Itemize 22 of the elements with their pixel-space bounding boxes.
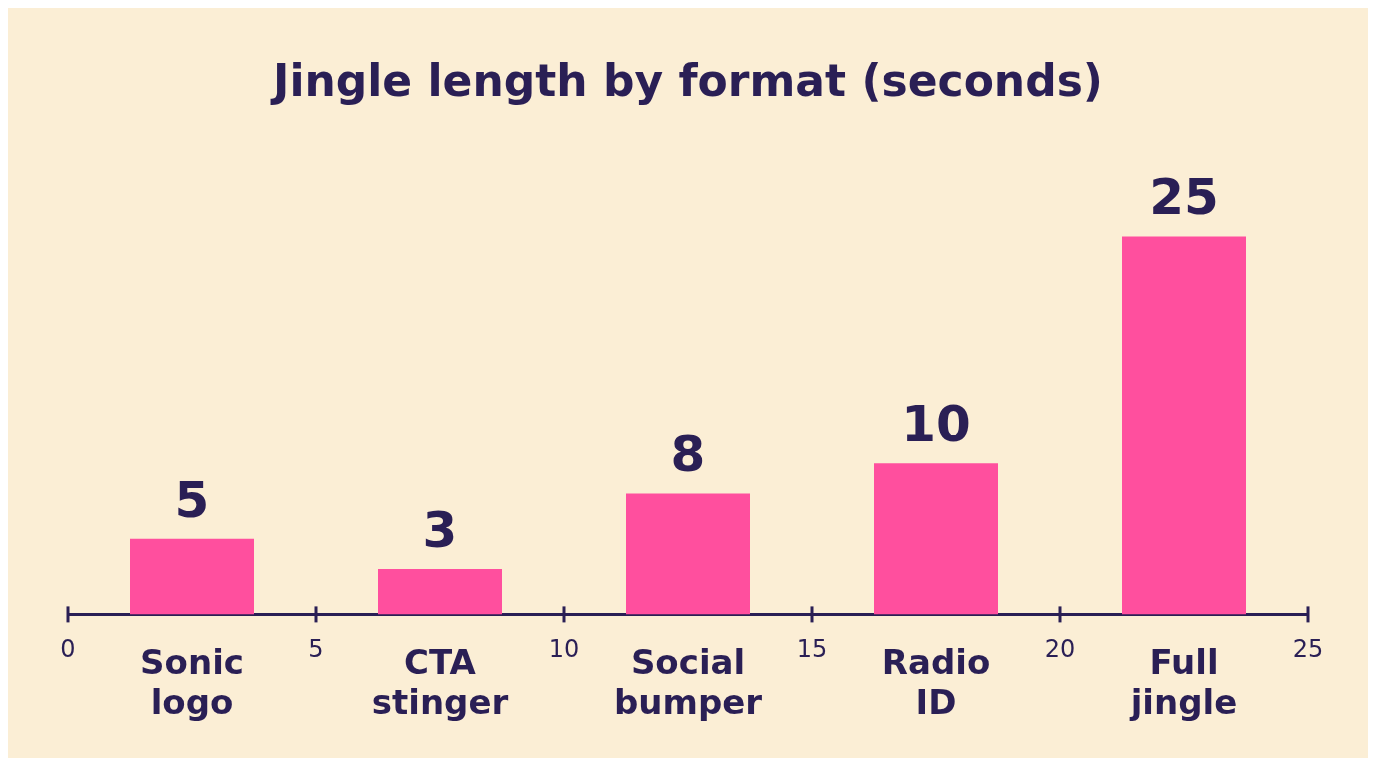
bar [130, 538, 254, 615]
text: 25 [1292, 634, 1324, 663]
x-tick-label: Social bumper [613, 641, 763, 723]
data-label: 8 [670, 425, 706, 484]
text: 20 [1044, 634, 1076, 663]
text: 5 [308, 634, 324, 663]
x-tick-label: Radio ID [881, 641, 991, 723]
bar [378, 569, 502, 615]
data-label: 5 [174, 470, 210, 529]
x-tick-label: Full jingle [1128, 641, 1238, 723]
text: 0 [60, 634, 76, 663]
bar [626, 493, 750, 615]
bar [874, 463, 998, 615]
x-tick-label: CTA stinger [371, 641, 509, 723]
data-label: 10 [901, 395, 971, 454]
chart-title: Jingle length by format (seconds) [270, 54, 1103, 106]
data-label: 25 [1149, 168, 1219, 227]
text: 10 [548, 634, 580, 663]
bar [1122, 236, 1246, 615]
x-tick-label: Sonic logo [140, 641, 244, 723]
data-label: 3 [422, 501, 458, 560]
text: 15 [796, 634, 828, 663]
